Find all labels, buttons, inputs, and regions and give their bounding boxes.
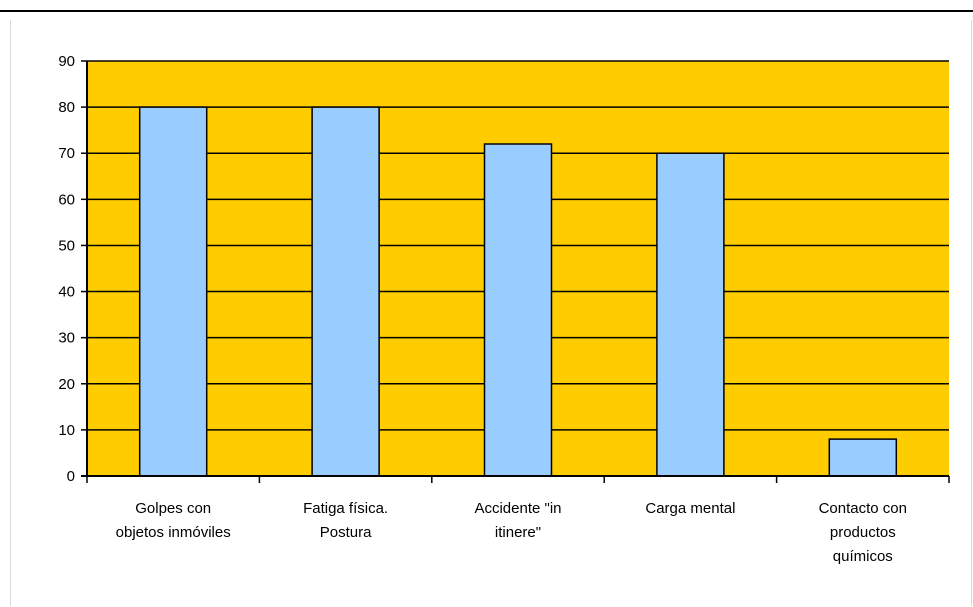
y-tick-label-70: 70	[58, 145, 75, 162]
x-category-label-line: Postura	[320, 524, 372, 541]
y-tick-label-60: 60	[58, 191, 75, 208]
chart-frame	[10, 20, 972, 606]
x-category-label-line: Carga mental	[645, 500, 735, 517]
x-category-label-line: Golpes con	[135, 500, 211, 517]
bar-5	[828, 438, 898, 477]
x-category-label-2: Fatiga física. Postura	[303, 500, 388, 541]
x-category-label-line: itinere"	[495, 524, 541, 541]
x-category-label-line: Contacto con	[819, 500, 907, 517]
x-category-label-1: Golpes con objetos inmóviles	[116, 500, 231, 541]
y-tick-label-30: 30	[58, 330, 75, 347]
x-category-label-line: Accidente "in	[474, 500, 561, 517]
bar-2	[311, 106, 380, 477]
x-category-label-line: químicos	[833, 548, 893, 565]
y-tick-label-40: 40	[58, 284, 75, 301]
x-category-label-4: Carga mental	[645, 500, 735, 517]
bar-1	[138, 106, 208, 477]
top-rule	[0, 10, 973, 12]
x-category-label-line: Fatiga física.	[303, 500, 388, 517]
x-category-label-line: productos	[830, 524, 896, 541]
x-category-label-line: objetos inmóviles	[116, 524, 231, 541]
y-tick-label-0: 0	[67, 468, 75, 485]
x-category-label-5: Contacto con productos químicos	[819, 500, 907, 565]
y-tick-label-10: 10	[58, 422, 75, 439]
bar-4	[656, 152, 725, 477]
y-tick-label-90: 90	[58, 53, 75, 70]
y-tick-label-20: 20	[58, 376, 75, 393]
x-category-label-3: Accidente "in itinere"	[474, 500, 561, 541]
y-tick-label-50: 50	[58, 237, 75, 254]
bar-3	[483, 143, 553, 477]
y-tick-label-80: 80	[58, 99, 75, 116]
